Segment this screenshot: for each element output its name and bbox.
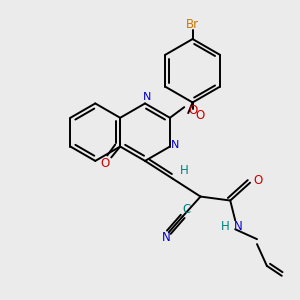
Text: H: H — [221, 220, 230, 233]
Text: H: H — [180, 164, 189, 177]
Text: O: O — [101, 157, 110, 170]
Text: O: O — [195, 109, 204, 122]
Text: Br: Br — [186, 18, 199, 31]
Text: O: O — [254, 174, 262, 187]
Text: O: O — [188, 103, 198, 117]
Text: N: N — [234, 220, 243, 233]
Text: N: N — [171, 140, 179, 150]
Text: N: N — [161, 231, 170, 244]
Text: N: N — [143, 92, 151, 103]
Text: C: C — [182, 203, 191, 216]
